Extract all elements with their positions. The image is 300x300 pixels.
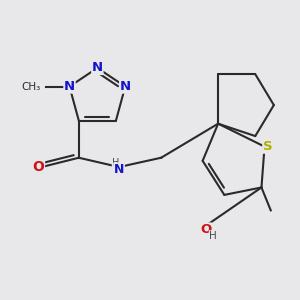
- Text: O: O: [33, 160, 44, 174]
- Text: N: N: [92, 61, 103, 74]
- Text: N: N: [64, 80, 75, 93]
- Text: N: N: [114, 163, 124, 176]
- Text: H: H: [112, 158, 120, 168]
- Text: S: S: [263, 140, 272, 153]
- Text: CH₃: CH₃: [22, 82, 41, 92]
- Text: N: N: [120, 80, 131, 93]
- Text: O: O: [200, 223, 212, 236]
- Text: H: H: [209, 231, 217, 241]
